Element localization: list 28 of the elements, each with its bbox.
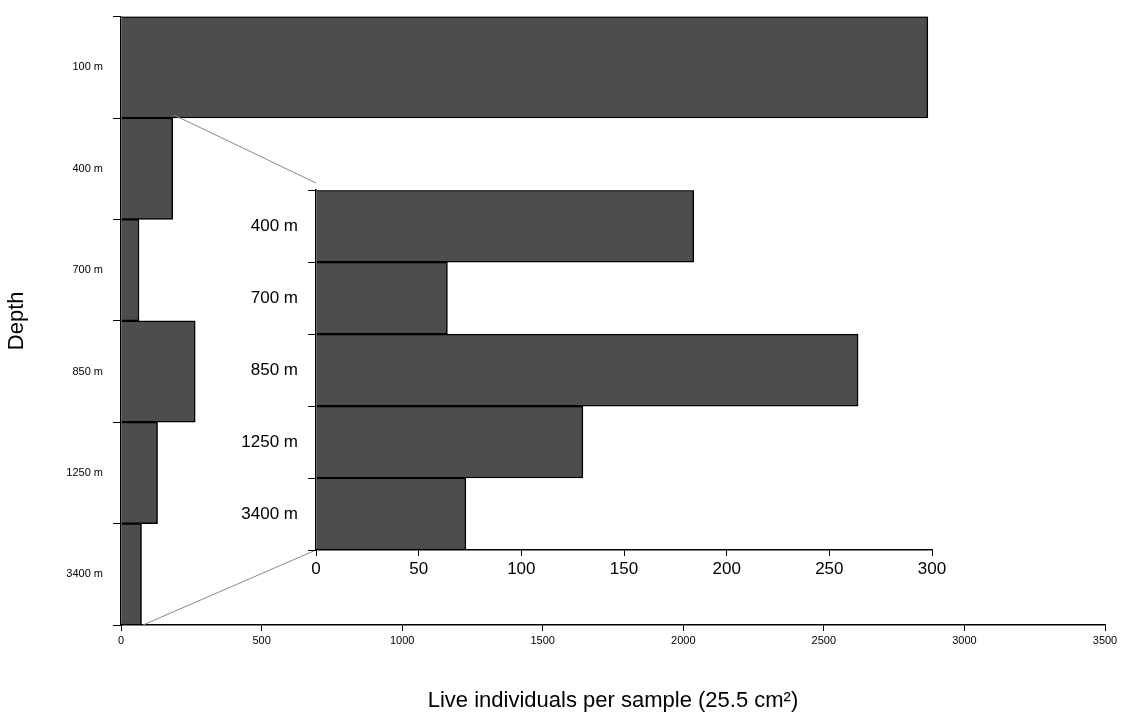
x-axis-title: Live individuals per sample (25.5 cm²) <box>427 686 799 712</box>
x-tick-label: 3500 <box>1092 633 1118 646</box>
y-tick-label: 3400 m <box>241 503 298 523</box>
x-tick-label: 150 <box>609 558 639 578</box>
x-tick-label: 250 <box>815 558 844 578</box>
x-tick-label: 300 <box>917 558 947 578</box>
y-tick-label: 850 m <box>250 359 298 379</box>
y-tick-label: 100 m <box>72 60 103 73</box>
y-tick-label: 700 m <box>250 287 298 307</box>
x-tick-label: 0 <box>311 558 321 578</box>
x-tick-label: 50 <box>409 558 429 578</box>
y-axis-title: Depth <box>3 291 29 351</box>
x-tick-label: 1500 <box>530 633 555 646</box>
y-tick-label: 400 m <box>72 161 103 174</box>
y-tick-label: 3400 m <box>66 567 103 580</box>
x-tick-label: 1000 <box>389 633 415 646</box>
x-tick-label: 200 <box>712 558 741 578</box>
x-tick-label: 2500 <box>811 633 837 646</box>
x-tick-label: 3000 <box>952 633 977 646</box>
x-tick-label: 2000 <box>671 633 696 646</box>
x-tick-label: 100 <box>507 558 536 578</box>
x-tick-label: 500 <box>252 633 271 646</box>
y-tick-label: 1250 m <box>241 431 298 451</box>
y-tick-label: 400 m <box>250 215 298 235</box>
x-tick-label: 0 <box>117 633 125 646</box>
y-tick-label: 850 m <box>72 364 103 377</box>
y-tick-label: 700 m <box>72 263 103 276</box>
y-tick-label: 1250 m <box>66 465 103 478</box>
